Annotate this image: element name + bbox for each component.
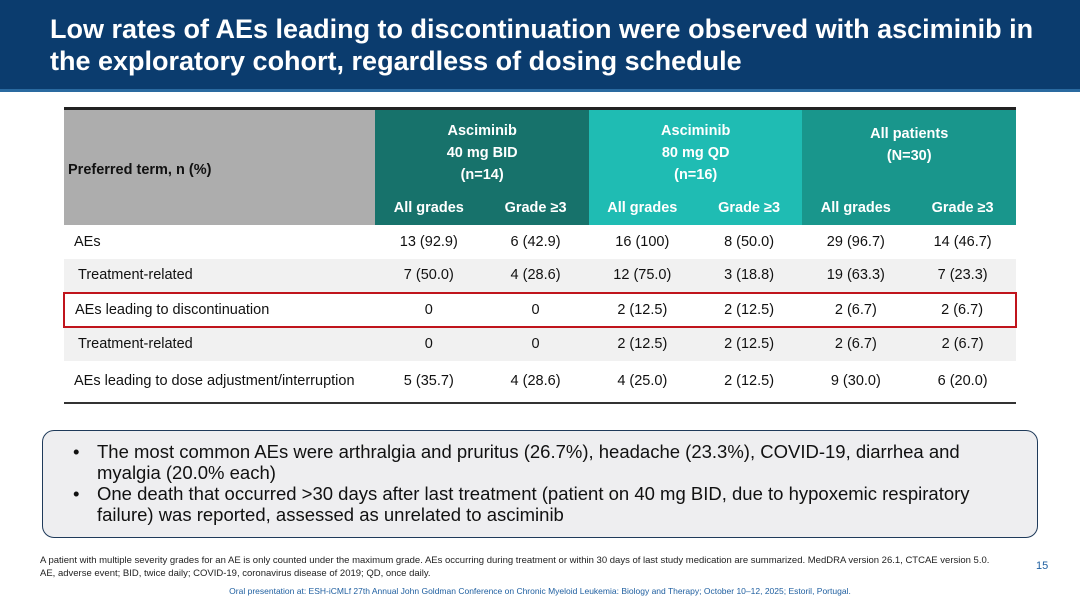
table-cell: 2 (6.7) [834, 336, 877, 352]
summary-box: The most common AEs were arthralgia and … [42, 430, 1038, 538]
row-label: Treatment-related [78, 336, 193, 352]
table-cell: 9 (30.0) [802, 360, 910, 404]
table-cell: 7 (50.0) [403, 267, 454, 283]
table-cell: 3 (18.8) [724, 267, 775, 283]
bullet: The most common AEs were arthralgia and … [73, 441, 1017, 483]
table-cell: 4 (28.6) [482, 360, 589, 404]
table-cell: 12 (75.0) [613, 267, 672, 283]
row-label: AEs leading to discontinuation [62, 291, 376, 328]
table-cell: 0 [375, 291, 483, 328]
table-cell: 2 (12.5) [617, 336, 668, 352]
table-cell: 2 (6.7) [909, 291, 1017, 328]
table-cell: 2 (12.5) [724, 336, 775, 352]
bullet: One death that occurred >30 days after l… [73, 483, 1017, 525]
table-row: Treatment-related 7 (50.0) 4 (28.6) 12 (75.… [64, 258, 1016, 293]
table-cell: 2 (12.5) [588, 291, 696, 328]
row-label: Treatment-related [78, 267, 193, 283]
row-label: AEs [74, 233, 101, 250]
table-row: Treatment-related 0 0 2 (12.5) 2 (12.5) 2 (6.… [64, 326, 1016, 361]
table-cell: 2 (6.7) [941, 336, 984, 352]
page-number: 15 [1036, 560, 1049, 572]
conference-citation: Oral presentation at: ESH-iCMLf 27th Ann… [229, 586, 851, 596]
group-header-all: All patients (N=30) [802, 107, 1016, 191]
table-cell: 4 (28.6) [510, 267, 561, 283]
table-cell: 6 (20.0) [909, 360, 1016, 404]
table-cell: 0 [424, 336, 433, 352]
table-cell: 2 (12.5) [695, 360, 803, 404]
row-header: Preferred term, n (%) [64, 107, 376, 225]
slide-title: Low rates of AEs leading to discontinuat… [0, 0, 1080, 92]
subheader: Grade ≥3 [482, 190, 589, 225]
table-row: AEs 13 (92.9) 6 (42.9) 16 (100) 8 (50.0) 29 (… [64, 225, 1016, 259]
table-cell: 5 (35.7) [375, 360, 483, 404]
row-label: AEs leading to dose adjustment/interrupt… [64, 360, 376, 404]
table-cell: 13 (92.9) [399, 233, 458, 250]
subheader: Grade ≥3 [695, 190, 803, 225]
ae-table: Preferred term, n (%) Asciminib 40 mg BID… [62, 107, 1017, 404]
table-row: AEs leading to discontinuation 0 0 2 (12.5)… [62, 291, 1017, 328]
subheader: All grades [588, 190, 696, 225]
table-cell: 0 [531, 336, 540, 352]
table-row: AEs leading to dose adjustment/interrupt… [64, 360, 1016, 404]
table-cell: 0 [482, 291, 589, 328]
footnote: A patient with multiple severity grades … [40, 555, 990, 579]
subheader: All grades [802, 190, 910, 225]
table-cell: 19 (63.3) [826, 267, 885, 283]
table-cell: 2 (12.5) [695, 291, 803, 328]
table-cell: 29 (96.7) [826, 233, 885, 250]
table-cell: 8 (50.0) [724, 233, 775, 250]
group-header-80mg: Asciminib 80 mg QD (n=16) [588, 107, 803, 191]
subheader: Grade ≥3 [909, 190, 1016, 225]
group-header-40mg: Asciminib 40 mg BID (n=14) [375, 107, 589, 191]
table-cell: 14 (46.7) [933, 233, 992, 250]
table-cell: 16 (100) [615, 233, 670, 250]
table-cell: 2 (6.7) [802, 291, 910, 328]
subheader: All grades [375, 190, 483, 225]
table-cell: 6 (42.9) [510, 233, 561, 250]
table-cell: 7 (23.3) [937, 267, 988, 283]
table-cell: 4 (25.0) [588, 360, 696, 404]
